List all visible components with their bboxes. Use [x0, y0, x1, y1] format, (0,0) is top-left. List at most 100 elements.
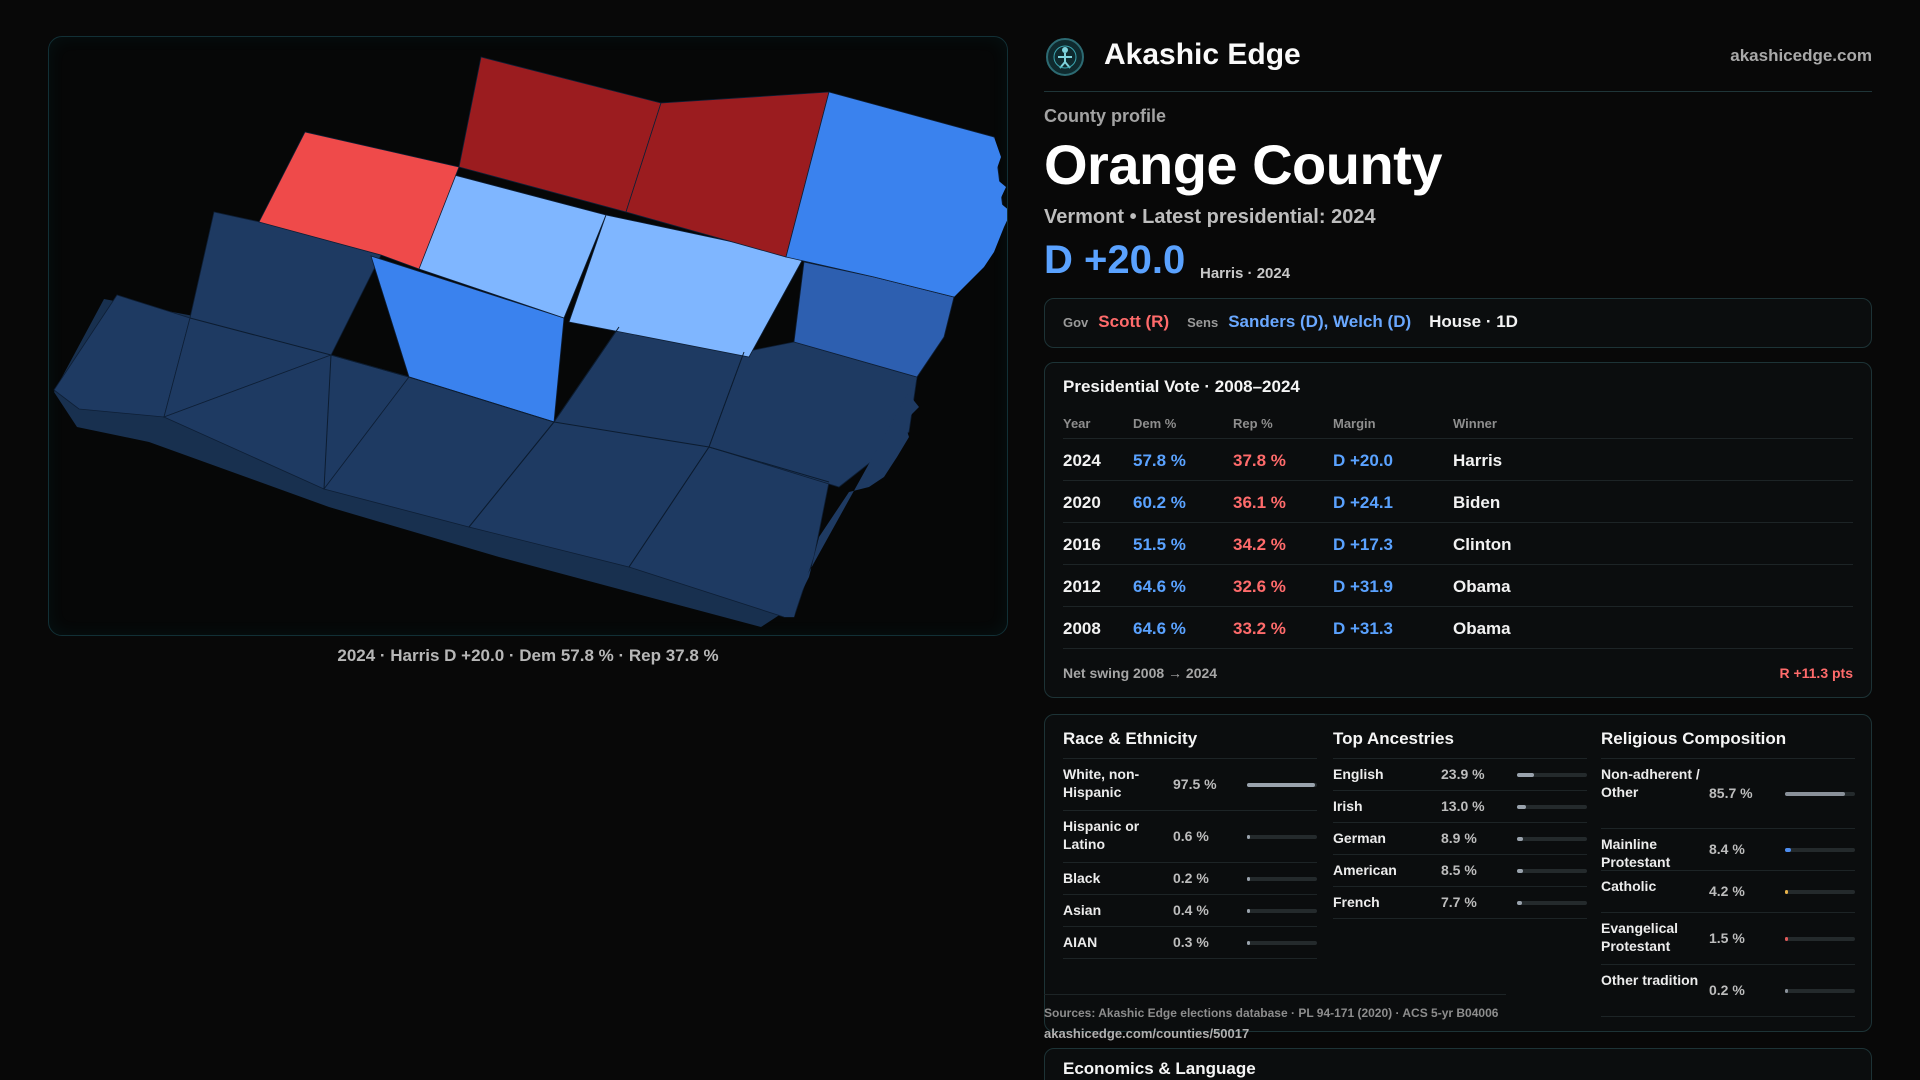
percent-bar-fill	[1517, 805, 1527, 809]
table-row[interactable]: 2012 64.6 % 32.6 % D +31.9 Obama	[1063, 565, 1853, 607]
cell-dem: 64.6 %	[1133, 619, 1186, 638]
county-map-panel[interactable]	[48, 36, 1008, 636]
brand-url-link[interactable]: akashicedge.com	[1730, 46, 1872, 65]
percent-bar-track	[1247, 909, 1317, 913]
race-ethnicity-title: Race & Ethnicity	[1063, 729, 1317, 759]
percent-bar-track	[1785, 937, 1855, 941]
list-item-label: English	[1333, 766, 1384, 782]
list-item-percent: 0.2 %	[1709, 982, 1745, 998]
cell-year: 2024	[1063, 451, 1101, 470]
list-item[interactable]: Catholic 4.2 %	[1601, 871, 1855, 913]
percent-bar-fill	[1247, 877, 1250, 881]
list-item[interactable]: French 7.7 %	[1333, 887, 1587, 919]
senators-label: Sens	[1187, 315, 1219, 330]
cell-dem: 60.2 %	[1133, 493, 1186, 512]
list-item-percent: 8.9 %	[1441, 830, 1477, 846]
economics-card[interactable]: Economics & Language	[1044, 1048, 1872, 1080]
town-boundaries	[189, 317, 830, 568]
list-item-label: Black	[1063, 870, 1101, 886]
list-item-label: Irish	[1333, 798, 1363, 814]
cell-year: 2008	[1063, 619, 1101, 638]
governor-value: Scott (R)	[1098, 312, 1170, 331]
demographics-card: Race & Ethnicity White, non-Hispanic 97.5…	[1044, 714, 1872, 1032]
cell-winner: Clinton	[1453, 535, 1512, 554]
cell-year: 2016	[1063, 535, 1101, 554]
list-item-percent: 0.2 %	[1173, 870, 1209, 886]
cell-rep: 33.2 %	[1233, 619, 1286, 638]
list-item[interactable]: Asian 0.4 %	[1063, 895, 1317, 927]
cell-year: 2012	[1063, 577, 1101, 596]
list-item-label: Hispanic or Latino	[1063, 818, 1140, 852]
list-item[interactable]: Irish 13.0 %	[1333, 791, 1587, 823]
percent-bar-fill	[1517, 869, 1523, 873]
economics-title: Economics & Language	[1063, 1059, 1256, 1078]
religion-title: Religious Composition	[1601, 729, 1855, 759]
county-map[interactable]	[49, 37, 1008, 636]
headline-margin: D +20.0	[1044, 238, 1186, 282]
percent-bar-track	[1517, 837, 1587, 841]
percent-bar-fill	[1517, 901, 1523, 905]
house-value: House · 1D	[1429, 312, 1518, 331]
cell-rep: 36.1 %	[1233, 493, 1286, 512]
list-item[interactable]: English 23.9 %	[1333, 759, 1587, 791]
table-row[interactable]: 2016 51.5 % 34.2 % D +17.3 Clinton	[1063, 523, 1853, 565]
cell-winner: Obama	[1453, 577, 1511, 596]
page-subtitle: Vermont • Latest presidential: 2024	[1044, 206, 1376, 228]
list-item-percent: 8.5 %	[1441, 862, 1477, 878]
list-item[interactable]: Non-adherent / Other 85.7 %	[1601, 759, 1855, 829]
ancestries-title: Top Ancestries	[1333, 729, 1587, 759]
sources-url-link[interactable]: akashicedge.com/counties/50017	[1044, 1026, 1250, 1041]
col-header-rep: Rep %	[1233, 416, 1273, 431]
list-item[interactable]: White, non-Hispanic 97.5 %	[1063, 759, 1317, 811]
list-item-label: American	[1333, 862, 1397, 878]
cell-dem: 64.6 %	[1133, 577, 1186, 596]
list-item-label: Mainline Protestant	[1601, 836, 1671, 870]
percent-bar-track	[1785, 989, 1855, 993]
list-item[interactable]: American 8.5 %	[1333, 855, 1587, 887]
percent-bar-fill	[1785, 937, 1788, 941]
presidential-vote-table: Year Dem % Rep % Margin Winner 2024 57.8…	[1063, 405, 1853, 649]
percent-bar-track	[1785, 890, 1855, 894]
sources-text: Sources: Akashic Edge elections database…	[1044, 1006, 1499, 1020]
net-swing-value: R +11.3 pts	[1779, 665, 1853, 681]
headline-margin-note: Harris · 2024	[1200, 265, 1291, 282]
list-item-percent: 0.4 %	[1173, 902, 1209, 918]
cell-dem: 57.8 %	[1133, 451, 1186, 470]
list-item[interactable]: Mainline Protestant 8.4 %	[1601, 829, 1855, 871]
percent-bar-track	[1247, 783, 1317, 787]
table-row[interactable]: 2024 57.8 % 37.8 % D +20.0 Harris	[1063, 439, 1853, 481]
percent-bar-fill	[1247, 909, 1250, 913]
brand-name[interactable]: Akashic Edge	[1104, 38, 1301, 71]
list-item[interactable]: Black 0.2 %	[1063, 863, 1317, 895]
net-swing-label: Net swing 2008 → 2024	[1063, 665, 1218, 681]
river-edge-south	[784, 377, 919, 617]
list-item-percent: 8.4 %	[1709, 841, 1745, 857]
percent-bar-fill	[1247, 783, 1316, 787]
list-item-label: Non-adherent / Other	[1601, 766, 1700, 800]
list-item[interactable]: Other tradition 0.2 %	[1601, 965, 1855, 1017]
cell-margin: D +31.3	[1333, 619, 1394, 638]
percent-bar-fill	[1517, 773, 1534, 777]
list-item-label: Catholic	[1601, 878, 1657, 894]
gov-label: Gov	[1063, 315, 1089, 330]
list-item[interactable]: AIAN 0.3 %	[1063, 927, 1317, 959]
cell-margin: D +20.0	[1333, 451, 1394, 470]
list-item[interactable]: German 8.9 %	[1333, 823, 1587, 855]
river-edge	[954, 137, 1007, 297]
compass-figure-icon[interactable]	[1046, 38, 1084, 76]
race-ethnicity-column: Race & Ethnicity White, non-Hispanic 97.5…	[1063, 729, 1317, 959]
list-item[interactable]: Hispanic or Latino 0.6 %	[1063, 811, 1317, 863]
percent-bar-fill	[1785, 989, 1788, 993]
list-item-percent: 13.0 %	[1441, 798, 1485, 814]
list-item-label: Asian	[1063, 902, 1102, 918]
town-tile-nw[interactable]	[258, 131, 460, 270]
page-eyebrow: County profile	[1044, 106, 1166, 126]
cell-margin: D +24.1	[1333, 493, 1394, 512]
list-item-label: White, non-Hispanic	[1063, 766, 1140, 800]
list-item-percent: 7.7 %	[1441, 894, 1477, 910]
col-header-dem: Dem %	[1133, 416, 1177, 431]
table-row[interactable]: 2020 60.2 % 36.1 % D +24.1 Biden	[1063, 481, 1853, 523]
table-row[interactable]: 2008 64.6 % 33.2 % D +31.3 Obama	[1063, 607, 1853, 649]
percent-bar-fill	[1247, 835, 1250, 839]
list-item[interactable]: Evangelical Protestant 1.5 %	[1601, 913, 1855, 965]
